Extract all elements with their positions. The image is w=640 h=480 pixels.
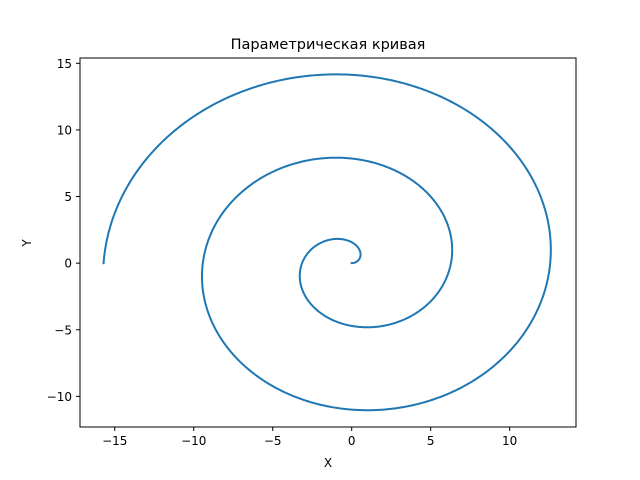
series-line-0	[102, 73, 552, 412]
x-tick-label: −10	[181, 434, 206, 448]
y-tick-label: 5	[64, 190, 72, 204]
y-axis: −10 −5 0 5 10 15	[47, 57, 80, 404]
plot-area	[102, 73, 552, 412]
y-tick-label: 15	[57, 57, 72, 71]
y-tick-label: 0	[64, 257, 72, 271]
x-tick-label: 5	[427, 434, 435, 448]
y-axis-label: Y	[20, 239, 34, 248]
x-tick-label: −5	[264, 434, 282, 448]
x-axis-label: X	[324, 456, 332, 470]
y-tick-label: −10	[47, 390, 72, 404]
y-tick-label: −5	[54, 323, 72, 337]
x-tick-label: −15	[102, 434, 127, 448]
y-tick-label: 10	[57, 123, 72, 137]
x-tick-label: 10	[502, 434, 517, 448]
x-tick-label: 0	[348, 434, 356, 448]
axes-frame	[79, 57, 577, 428]
x-axis: −15 −10 −5 0 5 10	[102, 427, 517, 448]
chart-title: Параметрическая кривая	[231, 37, 426, 53]
